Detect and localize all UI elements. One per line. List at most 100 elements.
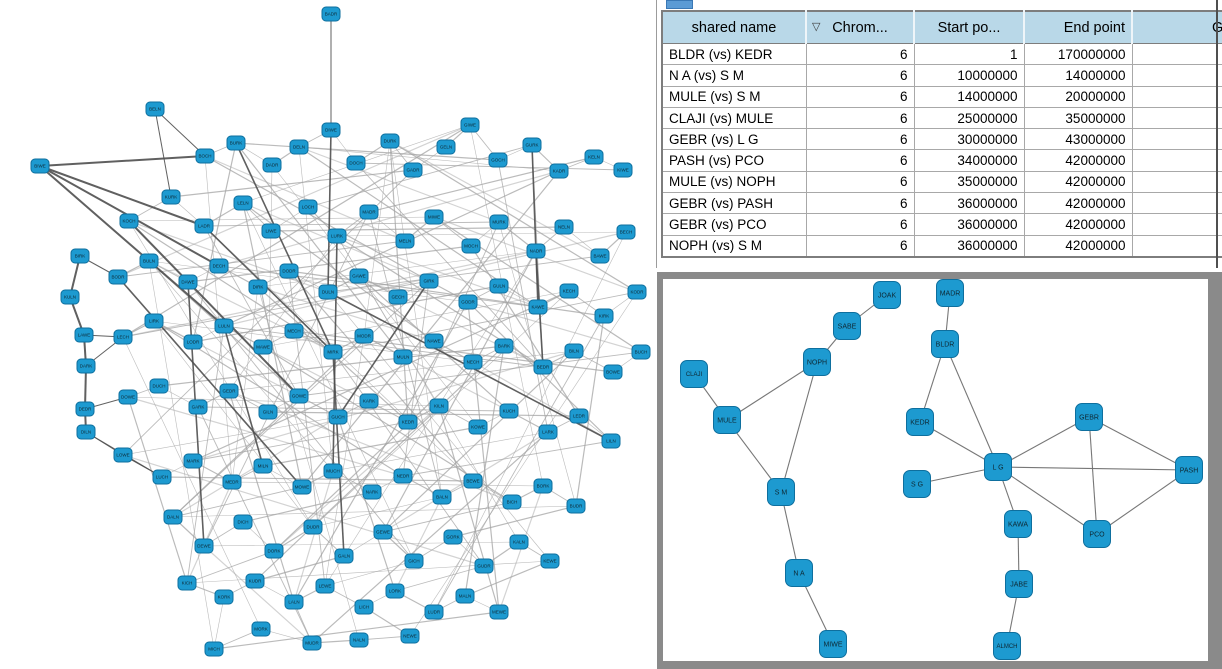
network-node[interactable]: GIRK: [419, 273, 439, 289]
network-node[interactable]: MICH: [204, 641, 224, 657]
network-node[interactable]: KODR: [627, 284, 647, 300]
network-node[interactable]: BUCH: [631, 344, 651, 360]
table-row[interactable]: MULE (vs) S M614000000200000007.5: [661, 85, 1222, 108]
node-claji[interactable]: CLAJI: [680, 360, 708, 388]
network-node[interactable]: LELN: [233, 195, 253, 211]
network-node[interactable]: KILN: [429, 398, 449, 414]
network-node[interactable]: DUDR: [303, 519, 323, 535]
network-node[interactable]: LOCH: [298, 199, 318, 215]
network-node[interactable]: DEWE: [194, 538, 214, 554]
column-header-genetic[interactable]: Genetic...: [1131, 10, 1222, 44]
network-node[interactable]: MARK: [183, 453, 203, 469]
network-node[interactable]: NARK: [362, 484, 382, 500]
network-node[interactable]: BADR: [321, 6, 341, 22]
network-node[interactable]: NELN: [554, 219, 574, 235]
network-node[interactable]: MODR: [354, 328, 374, 344]
network-node[interactable]: GOWE: [289, 388, 309, 404]
network-node[interactable]: BAWE: [590, 248, 610, 264]
network-node[interactable]: BICH: [502, 494, 522, 510]
network-node[interactable]: LECH: [113, 329, 133, 345]
network-node[interactable]: NEWE: [400, 628, 420, 644]
node-sabe[interactable]: SABE: [833, 312, 861, 340]
network-node[interactable]: MIWE: [424, 209, 444, 225]
network-node[interactable]: GUCH: [328, 409, 348, 425]
network-node[interactable]: BILN: [564, 343, 584, 359]
network-node[interactable]: DADR: [262, 157, 282, 173]
network-node[interactable]: KULN: [60, 289, 80, 305]
network-node[interactable]: BARK: [494, 338, 514, 354]
network-node[interactable]: KORK: [214, 589, 234, 605]
table-row[interactable]: MULE (vs) NOPH6350000004200000010.5: [661, 170, 1222, 194]
network-node[interactable]: MIRK: [323, 344, 343, 360]
network-node[interactable]: MOCH: [461, 238, 481, 254]
network-node[interactable]: DUCH: [149, 378, 169, 394]
network-node[interactable]: LOWE: [113, 447, 133, 463]
network-node[interactable]: DOWE: [118, 389, 138, 405]
network-node[interactable]: GELN: [436, 139, 456, 155]
network-node[interactable]: DELN: [289, 139, 309, 155]
network-node[interactable]: DILN: [76, 424, 96, 440]
network-node[interactable]: KEDR: [398, 414, 418, 430]
network-node[interactable]: KIWE: [613, 162, 633, 178]
table-row[interactable]: NOPH (vs) S M636000000420000009.9: [661, 234, 1222, 258]
network-node[interactable]: LALN: [284, 594, 304, 610]
network-node[interactable]: KOCH: [119, 213, 139, 229]
network-node[interactable]: BEWE: [463, 473, 483, 489]
node-bldr[interactable]: BLDR: [931, 330, 959, 358]
node-kawa[interactable]: KAWA: [1004, 510, 1032, 538]
table-row[interactable]: BLDR (vs) KEDR61170000000192.0: [661, 42, 1222, 66]
node-joak[interactable]: JOAK: [873, 281, 901, 309]
network-node[interactable]: BECH: [616, 224, 636, 240]
network-node[interactable]: DIRK: [248, 279, 268, 295]
node-n-a[interactable]: N A: [785, 559, 813, 587]
sub-network-canvas[interactable]: JOAK MADR SABE NOPH CLAJI BLDR MULE KEDR GEBR L G…: [663, 279, 1208, 661]
network-node[interactable]: LAWE: [74, 327, 94, 343]
filter-icon[interactable]: ▽: [812, 21, 821, 33]
node-almch[interactable]: ALMCH: [993, 632, 1021, 660]
network-node[interactable]: MADR: [359, 204, 379, 220]
network-node[interactable]: GICH: [404, 553, 424, 569]
table-row[interactable]: GEBR (vs) PCO636000000420000008.4: [661, 213, 1222, 236]
network-node[interactable]: LURK: [327, 228, 347, 244]
network-node[interactable]: DULN: [318, 284, 338, 300]
network-node[interactable]: LUDR: [424, 604, 444, 620]
network-node[interactable]: BIRK: [70, 248, 90, 264]
network-node[interactable]: MURK: [489, 214, 509, 230]
network-node[interactable]: GECH: [388, 289, 408, 305]
network-node[interactable]: DORK: [264, 543, 284, 559]
network-node[interactable]: KALN: [509, 534, 529, 550]
column-header-shared-name[interactable]: shared name: [661, 10, 807, 44]
network-node[interactable]: GADR: [403, 162, 423, 178]
node-l-g[interactable]: L G: [984, 453, 1012, 481]
network-node[interactable]: GIWE: [460, 117, 480, 133]
network-node[interactable]: GALN: [334, 548, 354, 564]
network-node[interactable]: DAWE: [178, 274, 198, 290]
network-node[interactable]: BEDR: [533, 359, 553, 375]
network-node[interactable]: BULN: [139, 253, 159, 269]
network-node[interactable]: BOWE: [603, 364, 623, 380]
network-node[interactable]: LIWE: [261, 223, 281, 239]
network-node[interactable]: GEWE: [373, 524, 393, 540]
network-node[interactable]: GUDR: [474, 558, 494, 574]
network-node[interactable]: KELN: [584, 149, 604, 165]
network-node[interactable]: DARK: [76, 358, 96, 374]
network-node[interactable]: KEWE: [540, 553, 560, 569]
network-node[interactable]: LORK: [385, 583, 405, 599]
main-network-canvas[interactable]: BADR BELN BIWE BOCH BURK DADR DELN DIWE DOCH DURK…: [0, 0, 656, 669]
network-node[interactable]: GURK: [522, 137, 542, 153]
network-node[interactable]: GODR: [458, 294, 478, 310]
network-node[interactable]: DEDR: [75, 401, 95, 417]
network-node[interactable]: LICH: [354, 599, 374, 615]
network-node[interactable]: MAWE: [253, 339, 273, 355]
network-node[interactable]: BORK: [533, 478, 553, 494]
edge-attribute-table[interactable]: shared name ▽ Chrom... Start po... End point…: [661, 10, 1222, 258]
network-node[interactable]: LEWE: [315, 578, 335, 594]
node-pco[interactable]: PCO: [1083, 520, 1111, 548]
network-node[interactable]: GORK: [443, 529, 463, 545]
network-node[interactable]: DALN: [163, 509, 183, 525]
network-node[interactable]: NADR: [526, 243, 546, 259]
network-node[interactable]: BURK: [226, 135, 246, 151]
network-node[interactable]: MILN: [253, 458, 273, 474]
network-node[interactable]: NALN: [349, 632, 369, 648]
column-header-start-po[interactable]: Start po...: [913, 10, 1025, 44]
